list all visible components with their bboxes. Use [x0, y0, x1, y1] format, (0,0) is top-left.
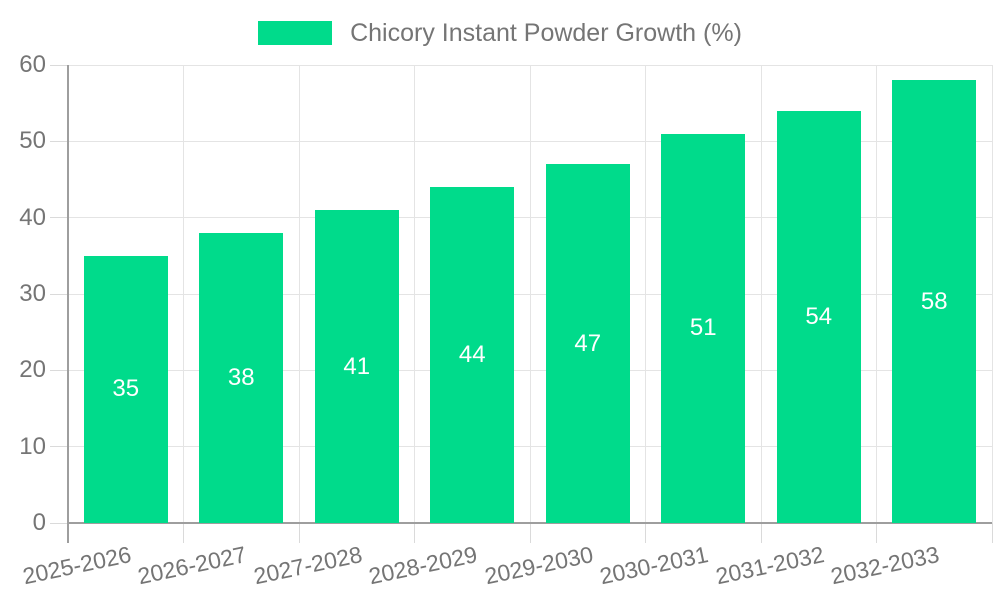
y-axis-tick: [50, 369, 68, 371]
y-axis-label: 30: [19, 280, 46, 307]
bar-value-label: 51: [689, 314, 717, 342]
chart-legend[interactable]: Chicory Instant Powder Growth (%): [0, 19, 1000, 47]
y-axis-label: 20: [19, 356, 46, 384]
x-axis-label-2028-2029: 2028-2029: [366, 541, 480, 590]
bar-value-label: 41: [343, 352, 371, 380]
bar-value-label: 58: [920, 287, 948, 315]
y-axis-tick: [50, 446, 68, 448]
y-axis-label: 40: [19, 203, 46, 231]
y-axis-label: 60: [19, 51, 46, 78]
bar-value-label: 54: [805, 302, 833, 330]
x-axis-label-2031-2032: 2031-2032: [713, 541, 827, 590]
x-axis-label-2027-2028: 2027-2028: [251, 541, 365, 590]
x-axis-tick: [876, 523, 877, 543]
v-gridline: [645, 65, 646, 523]
v-gridline: [991, 65, 993, 523]
bar-2030-2031[interactable]: 51: [661, 133, 746, 523]
y-axis-line: [67, 65, 69, 543]
y-axis-tick: [50, 217, 68, 219]
legend-label: Chicory Instant Powder Growth (%): [350, 19, 742, 47]
x-axis-label-2030-2031: 2030-2031: [597, 541, 711, 590]
x-axis-tick: [760, 523, 762, 543]
x-axis-line: [68, 522, 992, 524]
bar-2025-2026[interactable]: 35: [83, 255, 168, 523]
bar-value-label: 44: [458, 341, 486, 369]
v-gridline: [414, 65, 415, 523]
x-axis-tick: [529, 523, 531, 543]
x-axis-label-2032-2033: 2032-2033: [828, 541, 942, 590]
v-gridline: [876, 65, 877, 523]
y-axis-tick: [50, 522, 68, 524]
v-gridline: [760, 65, 762, 523]
x-axis-label-2025-2026: 2025-2026: [20, 541, 134, 590]
x-axis-label-2029-2030: 2029-2030: [482, 541, 596, 590]
bar-2027-2028[interactable]: 41: [314, 210, 399, 523]
bar-value-label: 47: [574, 329, 602, 357]
y-axis-label: 50: [19, 127, 46, 155]
bar-2032-2033[interactable]: 58: [892, 80, 977, 523]
x-axis-tick: [645, 523, 646, 543]
x-axis-tick: [414, 523, 415, 543]
y-axis-label: 0: [32, 509, 46, 536]
legend-swatch-icon: [258, 21, 333, 45]
y-axis-tick: [50, 64, 68, 66]
x-axis-label-2026-2027: 2026-2027: [135, 541, 249, 590]
x-axis-tick: [298, 523, 300, 543]
bar-value-label: 38: [227, 363, 255, 391]
v-gridline: [529, 65, 531, 523]
bar-2028-2029[interactable]: 44: [430, 187, 515, 523]
bar-2026-2027[interactable]: 38: [199, 232, 284, 523]
y-axis-tick: [50, 140, 68, 142]
v-gridline: [183, 65, 184, 523]
v-gridline: [298, 65, 300, 523]
bar-2031-2032[interactable]: 54: [776, 110, 861, 523]
bar-value-label: 35: [112, 375, 140, 403]
bar-2029-2030[interactable]: 47: [545, 164, 630, 523]
y-axis-tick: [50, 293, 68, 295]
x-axis-tick: [183, 523, 184, 543]
x-axis-tick: [991, 523, 993, 543]
y-axis-label: 10: [19, 432, 46, 460]
